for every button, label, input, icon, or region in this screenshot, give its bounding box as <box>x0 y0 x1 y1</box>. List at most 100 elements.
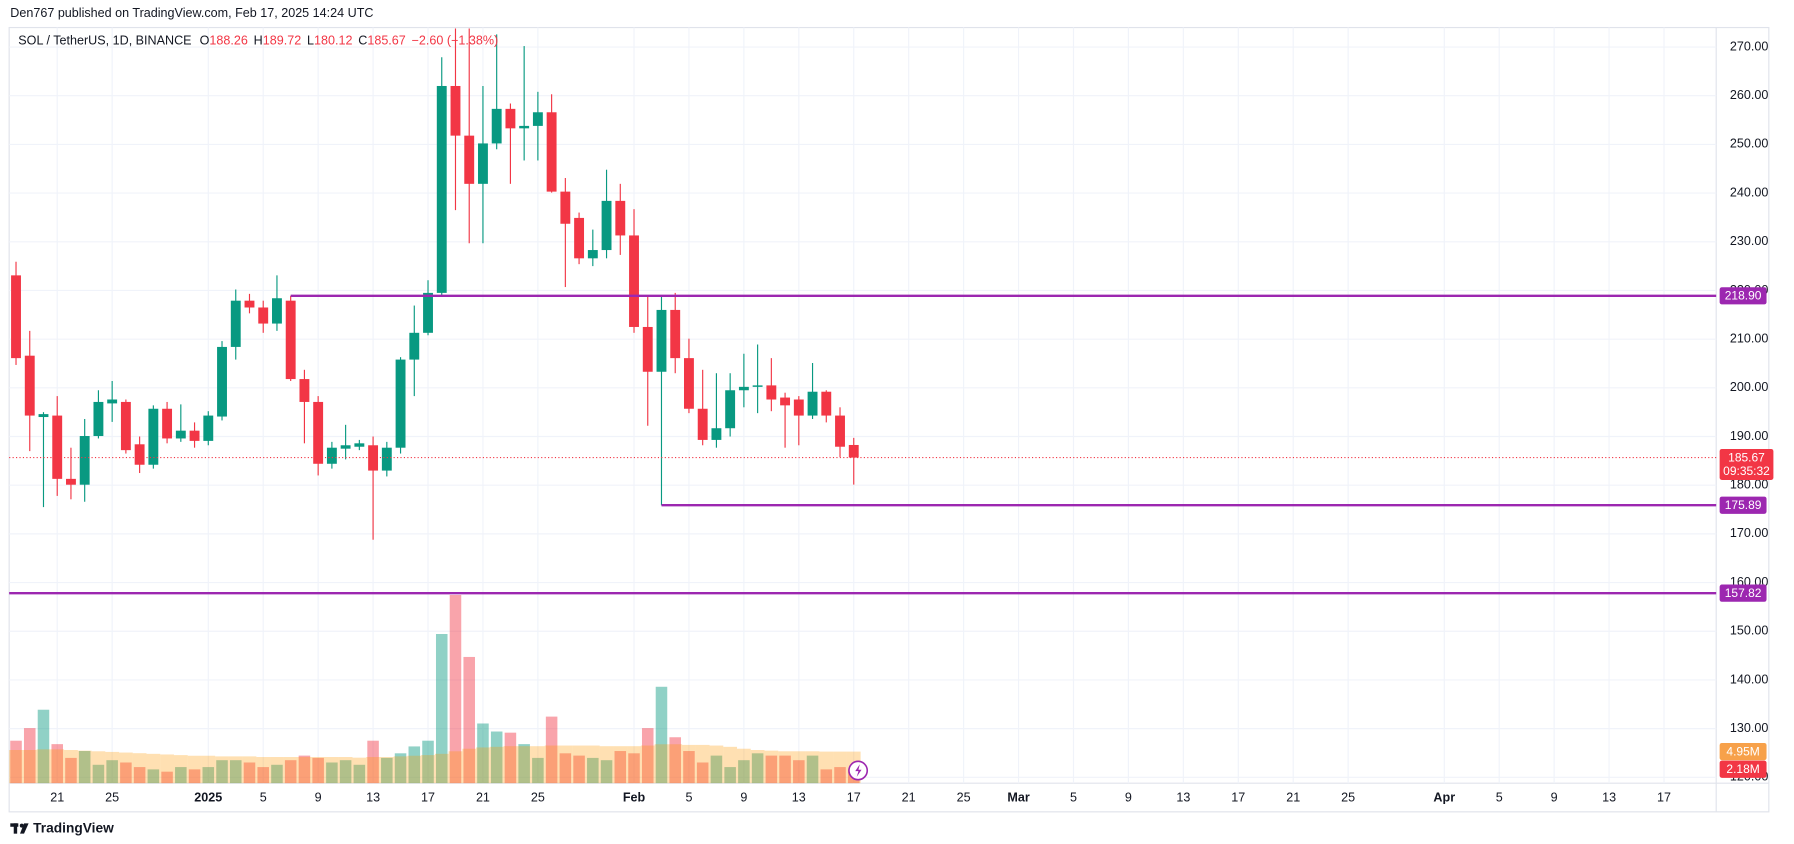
x-tick-label: 25 <box>531 790 545 804</box>
symbol-legend: SOL / TetherUS, 1D, BINANCE O188.26 H189… <box>18 34 498 48</box>
volume-ma-area <box>242 756 257 784</box>
volume-bar <box>696 762 709 784</box>
candle-body <box>244 300 255 308</box>
candle-body <box>793 399 804 416</box>
volume-bar <box>573 755 585 784</box>
volume-ma-area <box>613 746 628 784</box>
legend-label: O <box>200 34 210 48</box>
candle-body <box>725 390 736 429</box>
volume-bar <box>23 728 36 784</box>
volume-ma-area <box>215 756 229 784</box>
level-label: 218.90 <box>1725 289 1762 303</box>
volume-ma-area <box>544 745 559 784</box>
volume-ma-area <box>421 755 435 784</box>
volume-ma-area <box>105 751 120 784</box>
x-tick-label: 9 <box>740 790 747 804</box>
y-tick-label: 130.00 <box>1730 721 1768 735</box>
candle-body <box>684 358 694 409</box>
candle-body <box>711 428 722 440</box>
candle-body <box>615 200 626 236</box>
chart-frame <box>8 26 1770 813</box>
y-tick-label: 250.00 <box>1730 137 1768 151</box>
volume-ma-area <box>119 752 133 784</box>
volume-bar <box>587 757 599 784</box>
candle-body <box>381 447 392 471</box>
volume-bar <box>408 746 421 784</box>
x-tick-label: 9 <box>1551 790 1558 804</box>
logo-part <box>13 823 18 834</box>
candle-body <box>24 355 35 416</box>
candle-body <box>670 309 681 359</box>
levels <box>9 294 1717 595</box>
volume-ma-area <box>311 757 326 784</box>
candle-body <box>423 292 433 333</box>
volume-bar <box>806 755 819 784</box>
volume-ma-area <box>489 746 504 784</box>
volume-ma-area <box>338 757 353 784</box>
legend-open: 188.26 <box>209 34 247 48</box>
candle-body <box>38 414 49 418</box>
price-label-box <box>1719 448 1774 480</box>
candle-body <box>203 415 214 441</box>
volume-ma-area <box>9 750 23 784</box>
logo-part <box>20 823 29 834</box>
volume-bar <box>78 751 91 784</box>
volume-label-box <box>1719 760 1767 778</box>
volume-bar <box>545 716 558 784</box>
candle-body <box>299 379 310 402</box>
replay-icon[interactable] <box>848 760 869 781</box>
candle-body <box>738 386 749 391</box>
volume-ma-area <box>77 750 92 784</box>
volume-bar <box>435 634 448 784</box>
volume-bar <box>765 755 778 784</box>
volume-bar <box>106 760 118 784</box>
volume-bar <box>710 755 723 784</box>
candle-body <box>505 108 516 129</box>
candle-body <box>79 436 90 485</box>
candle-body <box>821 391 832 416</box>
x-tick-label: 13 <box>792 790 806 804</box>
candle-body <box>326 447 337 464</box>
x-tick-label: 9 <box>315 790 322 804</box>
candle-body <box>120 401 131 451</box>
volume-bar <box>683 751 695 784</box>
y-tick-label: 190.00 <box>1730 429 1768 443</box>
x-tick-label: 2025 <box>194 790 222 804</box>
volume-pane <box>9 595 861 784</box>
candle-body <box>340 445 351 449</box>
x-tick-label: Apr <box>1433 790 1455 804</box>
volume-bar <box>779 755 791 784</box>
volume-ma-area <box>723 746 738 784</box>
volume-ma-area <box>448 751 463 784</box>
candle-body <box>848 444 859 458</box>
volume-bar <box>655 686 668 784</box>
volume-bar <box>133 767 146 784</box>
volume-bar <box>92 764 105 784</box>
candle-body <box>478 143 488 184</box>
volume-bar <box>229 760 242 784</box>
volume-ma-area <box>379 757 394 784</box>
legend-change: −2.60 (−1.38%) <box>412 34 499 48</box>
volume-bar <box>120 762 132 784</box>
volume-ma-area <box>654 744 669 784</box>
level-label-box <box>1719 496 1767 514</box>
volume-ma-area <box>297 757 312 784</box>
volume-ma-area <box>531 746 545 784</box>
x-tick-label: 13 <box>1176 790 1190 804</box>
volume-ma-area <box>91 751 106 784</box>
volume-ma-area <box>64 750 78 784</box>
x-tick-label: 21 <box>1286 790 1300 804</box>
volume-bar <box>724 767 736 784</box>
candle-body <box>697 408 708 440</box>
candle-body <box>272 298 282 324</box>
y-tick-label: 140.00 <box>1730 672 1768 686</box>
icon-bolt <box>855 764 862 777</box>
volume-bar <box>532 757 544 784</box>
y-tick-label: 230.00 <box>1730 234 1768 248</box>
y-tick-label: 210.00 <box>1730 331 1768 345</box>
candle-body <box>752 385 763 387</box>
axes: 120.00130.00140.00150.00160.00170.00180.… <box>50 39 1774 804</box>
price-label: 185.67 <box>1728 450 1765 464</box>
logo-part <box>19 823 24 828</box>
